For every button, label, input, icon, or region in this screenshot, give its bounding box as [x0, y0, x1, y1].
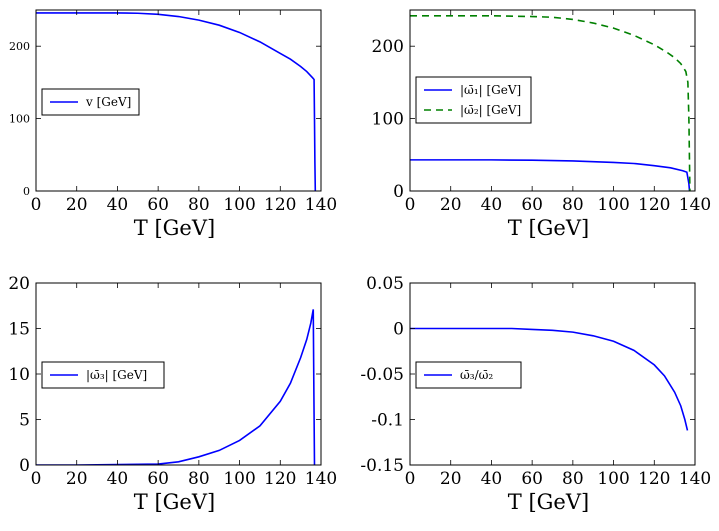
y-tick-label: 5 [19, 410, 30, 430]
x-tick-label: 100 [597, 469, 629, 489]
y-tick-label: 0 [19, 456, 30, 476]
x-tick-label: 20 [440, 469, 462, 489]
y-tick-label: 20 [8, 274, 30, 294]
y-tick-label: 0 [393, 319, 404, 339]
x-tick-label: 120 [638, 469, 670, 489]
y-tick-label: -0.15 [360, 456, 404, 476]
x-tick-label: 100 [223, 469, 255, 489]
y-tick-label: -0.1 [371, 410, 404, 430]
panel-omega1-omega2: 0 20 40 60 80 100 120 140 0 100 200 T [GeV] |ω̄₁| [G… [372, 9, 711, 240]
y-tick-label: 0 [23, 185, 30, 198]
x-tick-label: 60 [147, 195, 169, 215]
x-axis-label: T [GeV] [508, 216, 589, 240]
x-tick-label: 80 [562, 469, 584, 489]
panel-omega3: 0 20 40 60 80 100 120 140 0 5 10 15 20 T [GeV] |ω̄₃| [… [8, 274, 337, 514]
x-tick-label: 120 [264, 469, 296, 489]
y-tick-label: 200 [372, 37, 404, 57]
x-tick-label: 100 [597, 195, 629, 215]
x-tick-label: 120 [638, 195, 670, 215]
y-tick-label: 0.05 [366, 274, 404, 294]
x-axis-label: T [GeV] [134, 216, 215, 240]
panel-omega3-over-omega2: 0 20 40 60 80 100 120 140 0.05 0 -0.05 -0.1 -0.15 T [… [360, 274, 711, 514]
legend-label: |ω̄₁| [GeV] [460, 83, 521, 97]
x-tick-label: 20 [66, 195, 88, 215]
x-tick-label: 20 [66, 469, 88, 489]
x-tick-label: 140 [679, 195, 711, 215]
legend-label: |ω̄₂| [GeV] [460, 103, 521, 117]
x-tick-label: 140 [305, 195, 337, 215]
x-tick-label: 40 [107, 469, 129, 489]
x-tick-label: 120 [264, 195, 296, 215]
y-tick-label: -0.05 [360, 365, 404, 385]
x-tick-label: 20 [440, 195, 462, 215]
x-tick-label: 0 [405, 469, 416, 489]
panel-voltage-v: 0 20 40 60 80 100 120 140 0 100 200 T [GeV] v [GeV] [9, 9, 337, 240]
x-tick-label: 140 [305, 469, 337, 489]
x-tick-label: 0 [31, 469, 42, 489]
series-line-1 [36, 309, 316, 465]
x-tick-label: 60 [147, 469, 169, 489]
x-tick-label: 100 [223, 195, 255, 215]
x-tick-label: 0 [31, 195, 42, 215]
x-tick-label: 140 [679, 469, 711, 489]
legend-label: v [GeV] [85, 95, 131, 109]
x-axis-label: T [GeV] [508, 490, 589, 514]
y-tick-label: 10 [8, 365, 30, 385]
legend-box [415, 76, 532, 124]
y-tick-label: 100 [9, 112, 30, 125]
x-axis-label: T [GeV] [134, 490, 215, 514]
x-tick-label: 80 [188, 469, 210, 489]
series-line-1 [410, 159, 691, 191]
series-line-1 [36, 12, 317, 191]
legend-label: |ω̄₃| [GeV] [86, 368, 147, 382]
axes-frame [409, 9, 696, 192]
axes-frame [35, 9, 322, 192]
legend-label: ω̄₃/ω̄₂ [460, 368, 493, 382]
x-tick-label: 60 [521, 195, 543, 215]
x-tick-label: 80 [562, 195, 584, 215]
y-tick-label: 0 [393, 182, 404, 202]
x-tick-label: 40 [481, 195, 503, 215]
x-tick-label: 60 [521, 469, 543, 489]
x-tick-label: 40 [481, 469, 503, 489]
y-tick-label: 100 [372, 110, 404, 130]
y-tick-label: 200 [9, 40, 30, 53]
series-line-1 [410, 327, 689, 431]
x-tick-label: 80 [188, 195, 210, 215]
x-tick-label: 40 [107, 195, 129, 215]
x-tick-label: 0 [405, 195, 416, 215]
y-tick-label: 15 [8, 319, 30, 339]
